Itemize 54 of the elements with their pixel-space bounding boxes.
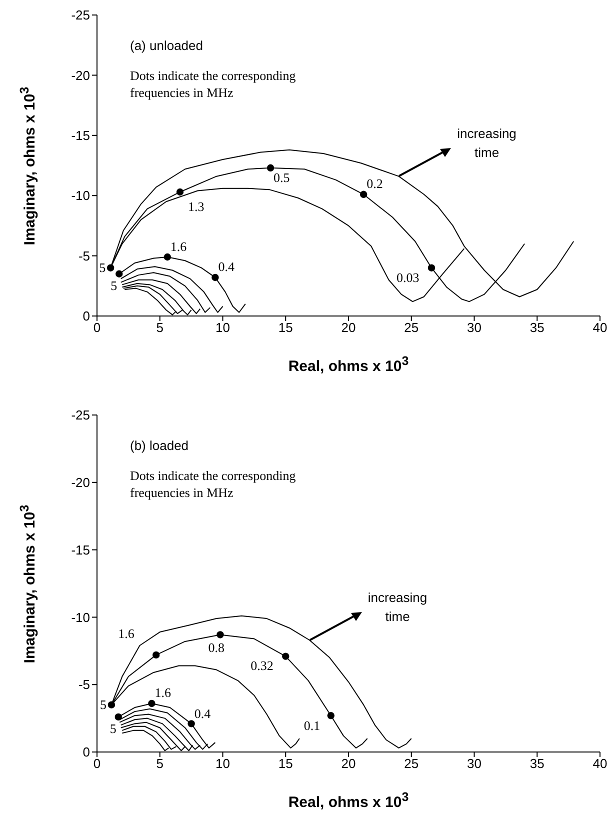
- y-tick-label: -10: [71, 610, 90, 625]
- x-tick-label: 10: [216, 320, 230, 336]
- annotation: 0.2: [366, 176, 383, 192]
- annotation: 5: [110, 278, 118, 293]
- x-tick-label: 20: [341, 756, 356, 772]
- x-tick-label: 0: [93, 756, 101, 772]
- annotation: increasing time: [366, 589, 428, 626]
- annotation: increasing time: [456, 125, 518, 162]
- annotation: 5: [99, 260, 106, 275]
- x-tick-label: 40: [592, 320, 608, 336]
- annotation: 1.3: [188, 198, 204, 214]
- annotation: 1.6: [118, 626, 134, 641]
- annotation: 0.5: [274, 170, 290, 185]
- annotation: 0.32: [250, 658, 274, 674]
- annotation: (a) unloaded: [130, 37, 204, 54]
- x-tick-label: 15: [278, 756, 293, 772]
- annotation: 5: [110, 720, 116, 736]
- x-tick-label: 35: [530, 320, 544, 336]
- annotation: 0.8: [208, 640, 224, 655]
- y-tick-label: -15: [71, 542, 90, 558]
- x-tick-label: 15: [278, 320, 293, 336]
- x-tick-label: 5: [156, 756, 164, 772]
- annotation: Dots indicate the corresponding frequencies in MHz: [130, 67, 297, 101]
- annotation: 1.6: [154, 685, 171, 700]
- annotation: 5: [100, 696, 106, 712]
- annotation: (b) loaded: [130, 437, 190, 454]
- x-tick-label: 40: [592, 756, 608, 772]
- x-tick-label: 30: [467, 320, 482, 336]
- x-axis-title: Real, ohms x 10$^{3}$: [287, 790, 410, 811]
- y-tick-label: -25: [71, 408, 90, 423]
- y-tick-label: -5: [78, 677, 90, 692]
- annotation: 0.4: [194, 706, 211, 721]
- x-tick-label: 25: [404, 320, 419, 336]
- y-tick-label: -20: [71, 68, 90, 83]
- y-tick-label: -15: [71, 128, 90, 144]
- annotation: Dots indicate the corresponding frequencies in MHz: [130, 467, 297, 501]
- y-tick-label: 0: [82, 744, 90, 760]
- y-tick-label: -25: [71, 8, 90, 23]
- annotation: 0.1: [304, 718, 320, 733]
- y-tick-label: -10: [71, 188, 90, 204]
- x-tick-label: 20: [341, 320, 356, 336]
- annotation: 1.6: [170, 239, 187, 254]
- x-axis-title: Real, ohms x 10$^{3}$: [287, 354, 410, 375]
- x-tick-label: 35: [530, 756, 544, 772]
- y-tick-label: -20: [71, 475, 90, 490]
- x-tick-label: 10: [216, 756, 230, 772]
- y-tick-label: -5: [78, 248, 90, 264]
- annotation: 0.4: [218, 259, 234, 274]
- x-tick-label: 5: [156, 320, 164, 336]
- annotation: 0.03: [396, 270, 420, 285]
- x-tick-label: 25: [404, 756, 419, 772]
- y-tick-label: 0: [82, 308, 90, 324]
- x-tick-label: 30: [467, 756, 482, 772]
- x-tick-label: 0: [93, 320, 101, 336]
